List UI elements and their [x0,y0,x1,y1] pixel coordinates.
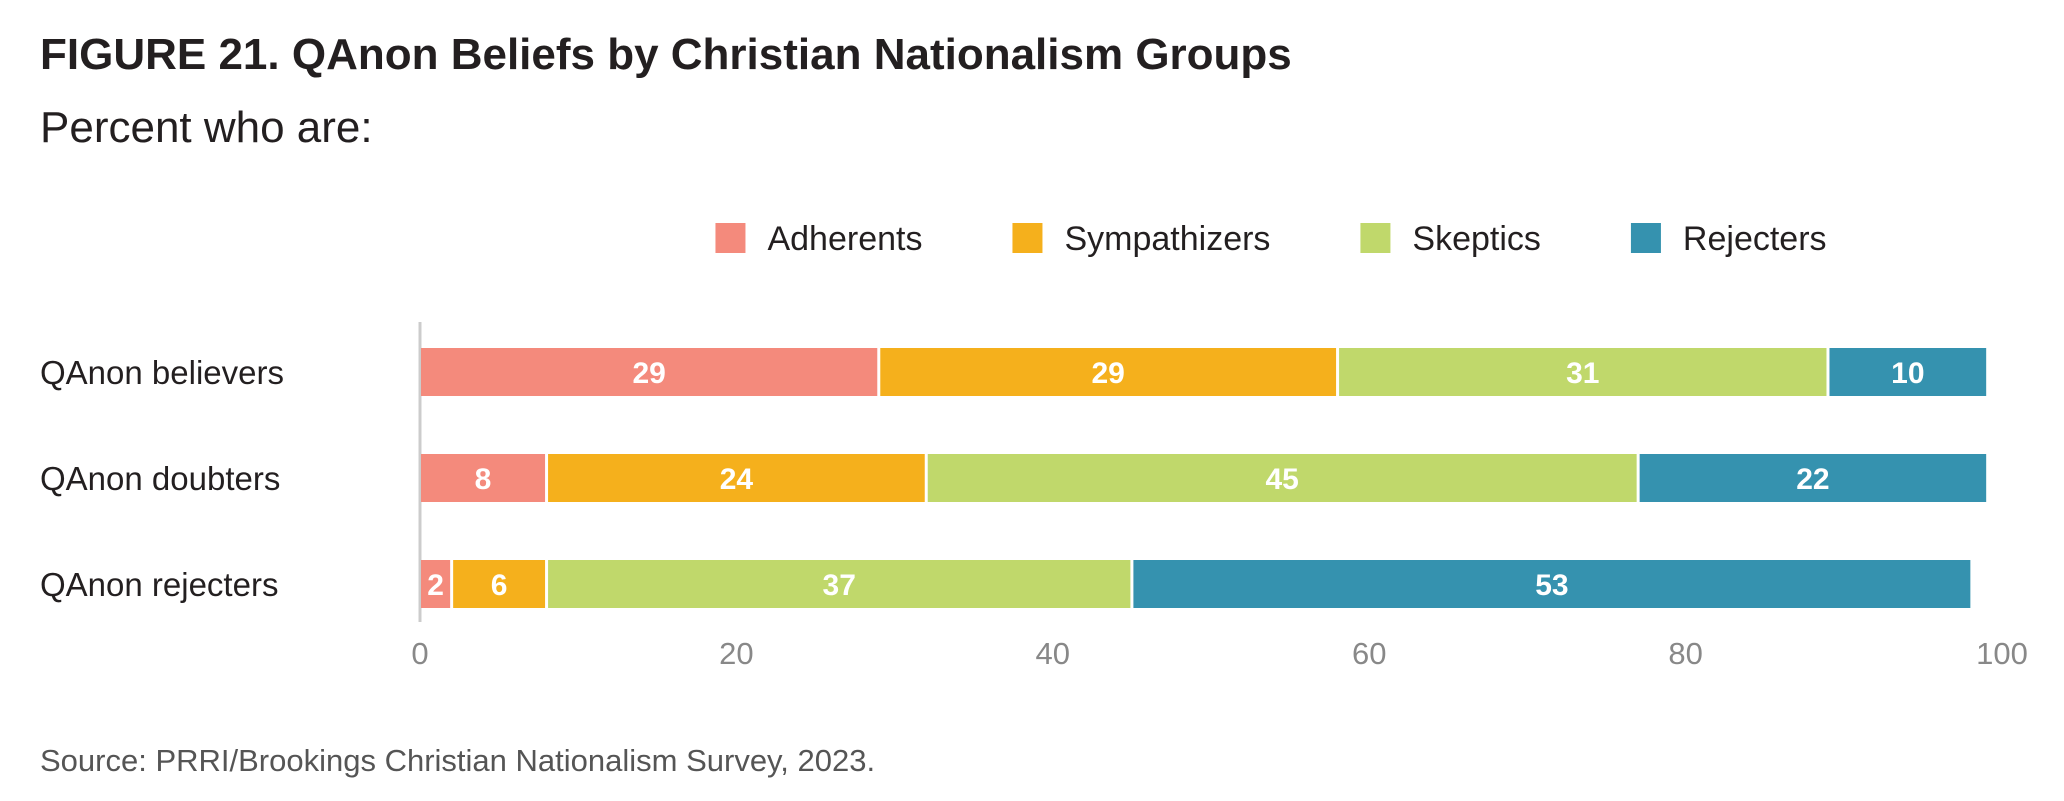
legend-swatch [1630,223,1661,253]
bar-qanon-believers-skeptics [1339,348,1827,396]
bar-qanon-doubters-sympathizers [548,454,925,502]
bar-row-qanon-believers: 29 29 31 10 [421,348,1987,396]
legend-swatch [1360,223,1391,253]
bar-qanon-doubters-skeptics [927,454,1637,502]
x-axis-ticks: 0 20 40 60 80 100 [411,636,2027,671]
legend-swatch [715,223,746,253]
x-tick-label: 20 [719,636,753,671]
bar-qanon-believers-sympathizers [880,348,1337,396]
legend-item-adherents: Adherents [715,220,922,258]
bar-qanon-rejecters-rejecters [1133,560,1971,608]
bar-qanon-rejecters-skeptics [548,560,1131,608]
data-label-qanon-believers-skeptics: 31 [1566,357,1599,390]
bar-qanon-believers-adherents [421,348,878,396]
data-label-qanon-doubters-sympathizers: 24 [720,463,754,496]
legend-item-rejecters: Rejecters [1630,220,1827,258]
chart-legend: Adherents Sympathizers Skeptics Rejecters [715,220,1827,258]
bar-qanon-doubters-adherents [421,454,546,502]
legend-label: Adherents [767,220,922,258]
data-label-qanon-doubters-adherents: 8 [475,463,492,496]
bar-qanon-believers-rejecters [1829,348,1987,396]
bar-qanon-rejecters-adherents [421,560,451,608]
chart-subtitle: Percent who are: [40,103,373,152]
category-label: QAnon believers [40,354,284,391]
data-label-qanon-doubters-skeptics: 45 [1266,463,1299,496]
category-labels: QAnon believers QAnon doubters QAnon rejec… [40,354,284,603]
legend-label: Sympathizers [1064,220,1270,258]
data-label-qanon-rejecters-sympathizers: 6 [491,569,508,602]
data-label-qanon-doubters-rejecters: 22 [1796,463,1829,496]
x-tick-label: 0 [411,636,428,671]
legend-item-sympathizers: Sympathizers [1012,220,1270,258]
x-tick-label: 80 [1668,636,1702,671]
bar-row-qanon-rejecters: 2 6 37 53 [421,560,1971,608]
data-label-qanon-believers-adherents: 29 [632,357,665,390]
legend-swatch [1012,223,1043,253]
bar-row-qanon-doubters: 8 24 45 22 [421,454,1987,502]
plot-area: 29 29 31 108 24 45 222 6 37 53 [418,322,1987,622]
x-tick-label: 40 [1036,636,1070,671]
category-label: QAnon rejecters [40,566,278,603]
source-note: Source: PRRI/Brookings Christian Nationa… [40,743,876,778]
x-tick-label: 60 [1352,636,1386,671]
legend-label: Rejecters [1683,220,1827,258]
x-tick-label: 100 [1976,636,2028,671]
category-label: QAnon doubters [40,460,280,497]
data-label-qanon-rejecters-adherents: 2 [427,569,444,602]
data-label-qanon-rejecters-rejecters: 53 [1535,569,1568,602]
data-label-qanon-believers-rejecters: 10 [1891,357,1924,390]
bar-qanon-rejecters-sympathizers [453,560,546,608]
data-label-qanon-believers-sympathizers: 29 [1091,357,1124,390]
chart-title: FIGURE 21. QAnon Beliefs by Christian Na… [40,30,1292,79]
legend-label: Skeptics [1412,220,1541,258]
legend-item-skeptics: Skeptics [1360,220,1541,258]
data-label-qanon-rejecters-skeptics: 37 [823,569,856,602]
bar-qanon-doubters-rejecters [1639,454,1987,502]
